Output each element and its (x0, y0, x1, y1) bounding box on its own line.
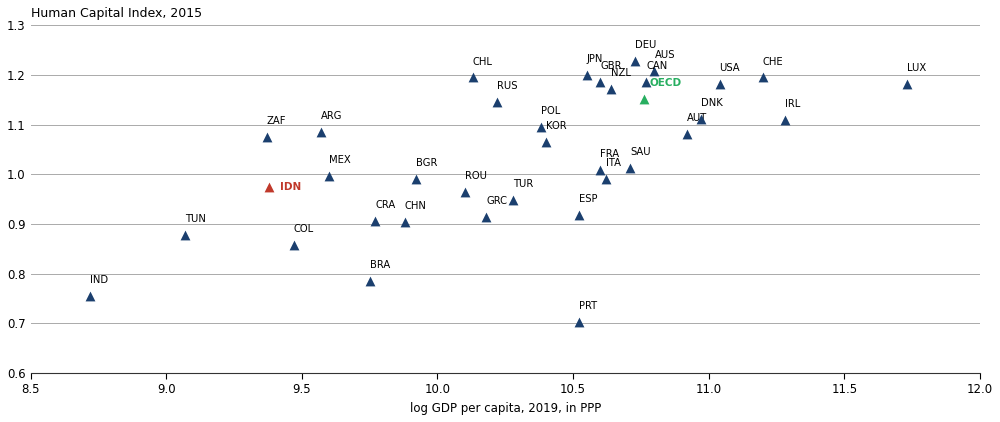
Point (712, 81, 728, 87)
Text: LUX: LUX (907, 63, 926, 73)
Text: BGR: BGR (416, 158, 437, 168)
Point (313, 129, 329, 135)
Point (603, 86, 619, 92)
Text: RUS: RUS (497, 81, 518, 91)
Text: CHE: CHE (763, 57, 784, 67)
Point (286, 241, 302, 248)
Point (82, 293, 98, 300)
Point (679, 130, 695, 137)
Text: IRL: IRL (785, 99, 800, 109)
Point (177, 232, 193, 238)
Text: CHN: CHN (405, 200, 427, 211)
Text: ZAF: ZAF (267, 116, 286, 126)
Text: JPN: JPN (587, 54, 603, 64)
Text: ESP: ESP (579, 194, 597, 204)
Text: IDN: IDN (280, 182, 301, 192)
Text: ROU: ROU (465, 171, 487, 181)
Text: Human Capital Index, 2015: Human Capital Index, 2015 (31, 7, 202, 20)
Point (899, 81, 915, 87)
Text: BRA: BRA (370, 260, 390, 270)
Text: CRA: CRA (375, 200, 395, 210)
Text: ARG: ARG (321, 111, 342, 121)
Text: GBR: GBR (600, 62, 622, 71)
Point (636, 95, 652, 102)
Point (571, 319, 587, 325)
Point (598, 176, 614, 183)
Point (505, 197, 521, 203)
Point (755, 74, 771, 81)
Text: AUT: AUT (687, 113, 707, 123)
Point (489, 99, 505, 106)
Point (638, 79, 654, 86)
Text: ITA: ITA (606, 158, 621, 168)
Point (457, 188, 473, 195)
Point (367, 217, 383, 224)
Point (533, 124, 549, 130)
Point (261, 184, 277, 190)
Point (478, 213, 494, 220)
Point (579, 72, 595, 78)
Text: TUR: TUR (513, 179, 534, 189)
Text: DEU: DEU (635, 40, 657, 50)
X-axis label: log GDP per capita, 2019, in PPP: log GDP per capita, 2019, in PPP (410, 402, 601, 415)
Point (259, 134, 275, 141)
Point (571, 212, 587, 219)
Point (777, 116, 793, 123)
Text: NZL: NZL (611, 68, 631, 78)
Text: OECD: OECD (649, 78, 681, 88)
Text: MEX: MEX (329, 155, 351, 165)
Point (646, 68, 662, 74)
Point (538, 139, 554, 146)
Point (408, 176, 424, 183)
Point (592, 167, 608, 174)
Point (627, 58, 643, 65)
Text: USA: USA (720, 63, 740, 73)
Text: CAN: CAN (646, 62, 668, 71)
Point (465, 74, 481, 81)
Text: FRA: FRA (600, 149, 619, 160)
Text: SAU: SAU (630, 147, 651, 157)
Point (592, 79, 608, 86)
Text: IND: IND (90, 275, 108, 285)
Text: TUN: TUN (185, 214, 206, 224)
Point (397, 218, 413, 225)
Text: COL: COL (294, 224, 314, 234)
Text: KOR: KOR (546, 121, 567, 131)
Point (693, 115, 709, 122)
Text: POL: POL (541, 106, 560, 116)
Text: GRC: GRC (486, 196, 507, 206)
Text: DNK: DNK (701, 98, 722, 108)
Point (321, 173, 337, 179)
Text: AUS: AUS (654, 50, 675, 60)
Point (362, 278, 378, 284)
Text: PRT: PRT (579, 301, 597, 311)
Point (622, 165, 638, 172)
Text: CHL: CHL (473, 57, 493, 67)
